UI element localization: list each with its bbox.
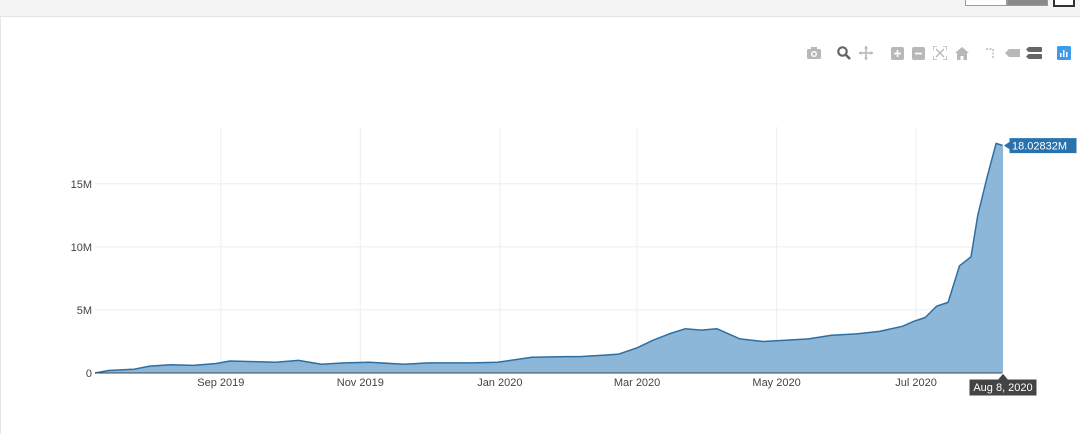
x-tick-label: May 2020 <box>752 377 800 389</box>
pan-icon[interactable] <box>858 45 874 61</box>
hover-value-box <box>1002 137 1078 155</box>
hover-date-label: Aug 8, 2020 <box>973 382 1032 394</box>
x-tick-label: Jan 2020 <box>477 377 522 389</box>
y-tick-label: 15M <box>71 179 92 191</box>
range-button-active[interactable] <box>1007 0 1048 6</box>
home-icon[interactable] <box>954 45 970 61</box>
plotly-logo-icon[interactable] <box>1056 45 1072 61</box>
x-tick-label: Mar 2020 <box>614 377 660 389</box>
frame-border <box>0 17 1 434</box>
x-tick-label: Nov 2019 <box>337 377 384 389</box>
y-tick-label: 10M <box>71 242 92 254</box>
range-selector-bar <box>0 0 1080 17</box>
y-tick-label: 5M <box>77 305 92 317</box>
x-tick-label: Jul 2020 <box>895 377 937 389</box>
series-line <box>94 142 1004 374</box>
hover-value-label: 18.02832M <box>1012 141 1067 153</box>
zoom-in-icon[interactable] <box>889 45 905 61</box>
area-fill <box>95 143 1003 373</box>
autoscale-icon[interactable] <box>932 45 948 61</box>
hover-labels: 18.02832M Aug 8, 2020 <box>968 137 1078 397</box>
zoom-icon[interactable] <box>836 45 852 61</box>
range-button[interactable] <box>1053 0 1075 7</box>
hover-closest-icon[interactable] <box>1004 45 1020 61</box>
hover-date-box <box>968 372 1038 397</box>
y-tick-label: 0 <box>86 368 92 380</box>
spike-lines-icon[interactable] <box>983 45 999 61</box>
range-button[interactable] <box>965 0 1007 6</box>
zoom-out-icon[interactable] <box>910 45 926 61</box>
camera-icon[interactable] <box>806 45 822 61</box>
hover-compare-icon[interactable] <box>1026 45 1042 61</box>
x-tick-label: Sep 2019 <box>197 377 244 389</box>
